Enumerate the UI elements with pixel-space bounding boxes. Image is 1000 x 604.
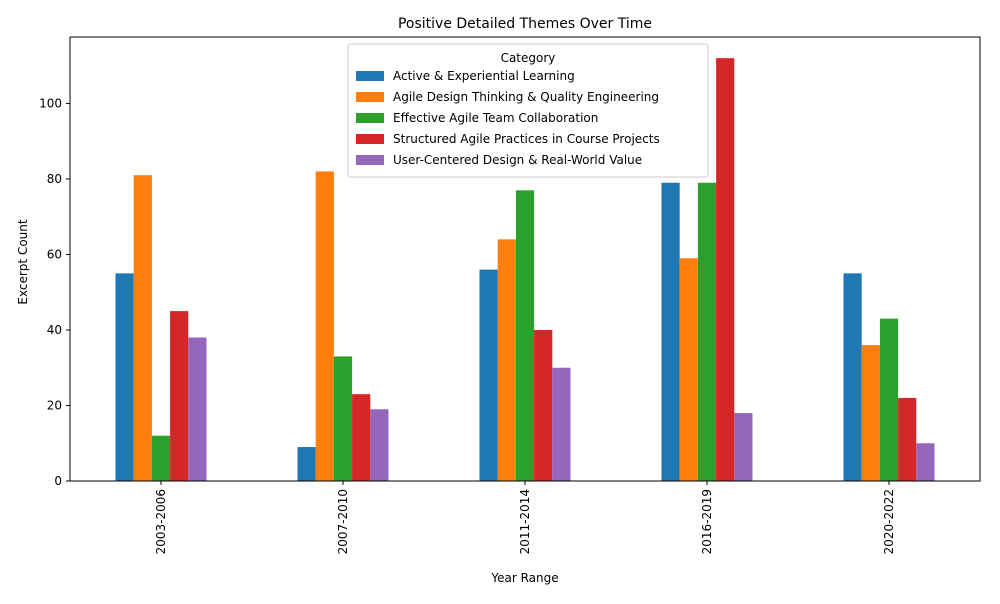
legend-swatch	[356, 155, 384, 165]
legend-label: Effective Agile Team Collaboration	[393, 111, 598, 125]
x-tick-label: 2011-2014	[518, 489, 532, 554]
x-tick-label: 2003-2006	[154, 489, 168, 554]
axes-group: 0 20 40 60 80 100 2003-2006 2007-2010 2011-2014 2…	[39, 36, 981, 554]
bar[interactable]	[861, 345, 880, 481]
bar[interactable]	[679, 258, 698, 481]
legend: Category Active & Experiential Learning Ag…	[347, 43, 709, 178]
legend-label: Agile Design Thinking & Quality Engineer…	[393, 90, 659, 104]
x-tick-label: 2016-2019	[700, 489, 714, 554]
bar[interactable]	[661, 182, 680, 482]
bar[interactable]	[133, 175, 152, 482]
bar[interactable]	[352, 394, 371, 481]
legend-entry[interactable]: Active & Experiential Learning	[356, 69, 575, 83]
legend-title: Category	[501, 51, 556, 65]
y-tick-label: 0	[54, 474, 62, 488]
legend-label: Active & Experiential Learning	[393, 69, 575, 83]
legend-swatch	[356, 134, 384, 144]
bar[interactable]	[151, 435, 171, 481]
bar[interactable]	[497, 239, 516, 481]
y-axis-label: Excerpt Count	[16, 219, 30, 304]
y-tick-label: 40	[47, 323, 62, 337]
bar[interactable]	[315, 171, 334, 482]
legend-entry[interactable]: Agile Design Thinking & Quality Engineer…	[356, 90, 659, 104]
bar[interactable]	[716, 58, 735, 482]
legend-swatch	[356, 92, 384, 102]
bar[interactable]	[734, 413, 753, 481]
bar[interactable]	[333, 356, 353, 481]
legend-entry[interactable]: Structured Agile Practices in Course Pro…	[356, 132, 660, 146]
y-tick-label: 100	[39, 96, 62, 110]
bars-group	[115, 58, 935, 482]
y-tick-label: 60	[47, 247, 62, 261]
legend-box	[347, 43, 709, 178]
bar[interactable]	[879, 318, 899, 481]
bar[interactable]	[370, 409, 389, 481]
legend-entry[interactable]: Effective Agile Team Collaboration	[356, 111, 598, 125]
bar[interactable]	[916, 443, 935, 481]
bar[interactable]	[552, 367, 571, 481]
legend-swatch	[356, 71, 384, 81]
bar[interactable]	[534, 329, 553, 481]
bar[interactable]	[115, 273, 134, 481]
bar[interactable]	[297, 447, 316, 481]
bar[interactable]	[843, 273, 862, 481]
bar[interactable]	[170, 311, 189, 481]
legend-swatch	[356, 113, 384, 123]
bar[interactable]	[188, 337, 207, 481]
legend-label: User-Centered Design & Real-World Value	[393, 153, 642, 167]
x-tick-label: 2020-2022	[882, 489, 896, 554]
bar[interactable]	[479, 269, 498, 481]
bar[interactable]	[515, 190, 535, 482]
legend-entry[interactable]: User-Centered Design & Real-World Value	[356, 153, 642, 167]
legend-label: Structured Agile Practices in Course Pro…	[393, 132, 660, 146]
y-tick-label: 80	[47, 172, 62, 186]
bar[interactable]	[697, 182, 717, 482]
x-tick-label: 2007-2010	[336, 489, 350, 554]
y-tick-label: 20	[47, 398, 62, 412]
chart-title: Positive Detailed Themes Over Time	[398, 16, 652, 32]
x-axis-label: Year Range	[490, 571, 558, 585]
bar[interactable]	[898, 397, 917, 481]
